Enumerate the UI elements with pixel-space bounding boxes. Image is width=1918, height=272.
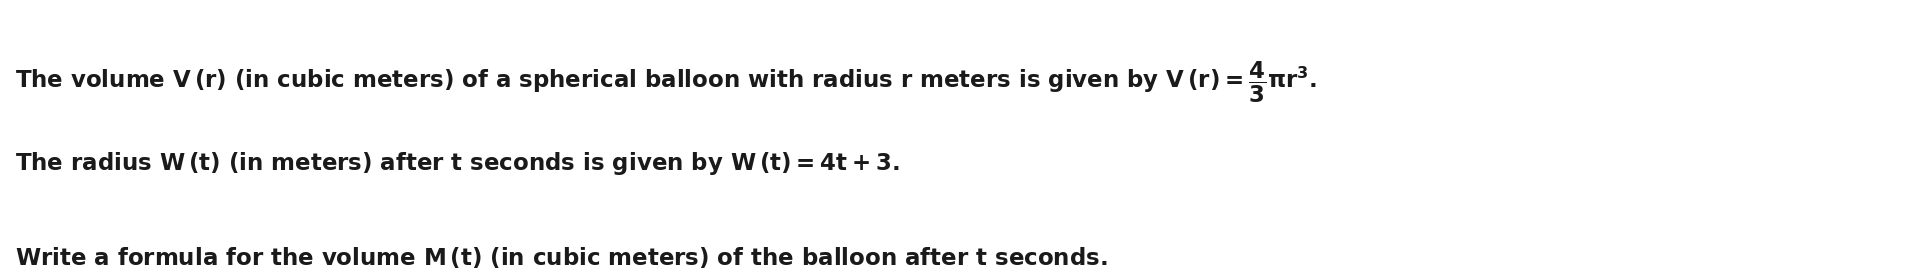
Text: Write a formula for the volume $M\,(t)$ (in cubic meters) of the balloon after $: Write a formula for the volume $M\,(t)$ …: [15, 245, 1109, 270]
Text: The volume $V\,(r)$ (in cubic meters) of a spherical balloon with radius $r$ met: The volume $V\,(r)$ (in cubic meters) of…: [15, 60, 1318, 105]
Text: The radius $W\,(t)$ (in meters) after $t$ seconds is given by $W\,(t)=4t+3.$: The radius $W\,(t)$ (in meters) after $t…: [15, 150, 900, 177]
